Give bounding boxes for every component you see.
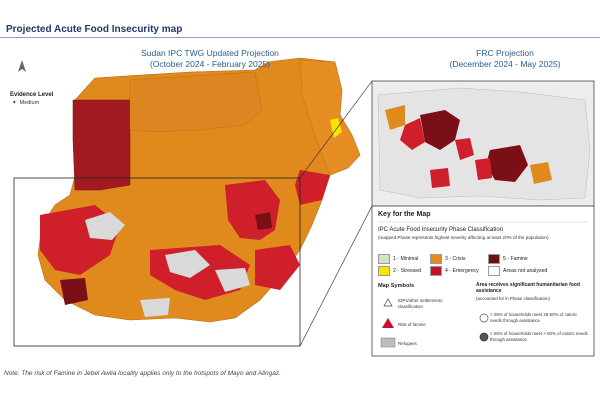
title-divider bbox=[0, 37, 600, 38]
key-subtitle: IPC Acute Food Insecurity Phase Classifi… bbox=[378, 227, 504, 233]
legend-phase-1: 1 - Minimal bbox=[378, 254, 418, 264]
frc-famine-north bbox=[420, 110, 460, 150]
frc-emergency-1 bbox=[400, 118, 425, 150]
legend-phase-5: 5 - Famine bbox=[488, 254, 528, 264]
sudan-emergency-kordofan bbox=[255, 245, 300, 290]
left-projection-title-line1: Sudan IPC TWG Updated Projection bbox=[141, 48, 279, 58]
legend-phase-4-swatch bbox=[430, 266, 442, 276]
sudan-not-analysed-2 bbox=[165, 250, 210, 278]
frc-emergency-4 bbox=[430, 168, 450, 188]
legend-not-analysed-swatch bbox=[488, 266, 500, 276]
assistance-subtitle: (accounted for in Phase classification) bbox=[476, 296, 550, 301]
right-projection-title: FRC Projection (December 2024 - May 2025… bbox=[420, 48, 590, 70]
sudan-not-analysed-1 bbox=[85, 212, 125, 240]
legend-phase-3-swatch bbox=[430, 254, 442, 264]
refugees-label: Refugees bbox=[398, 341, 417, 346]
assist-1-icon bbox=[479, 313, 489, 323]
sudan-not-analysed-4 bbox=[140, 298, 170, 317]
frc-emergency-3 bbox=[475, 158, 492, 180]
footnote: Note: The risk of Famine in Jebel Awlia … bbox=[4, 370, 281, 377]
sudan-map bbox=[13, 57, 361, 347]
evidence-level-item: ✦ Medium bbox=[12, 100, 39, 106]
frc-map bbox=[371, 80, 595, 207]
key-title: Key for the Map bbox=[378, 211, 431, 218]
assist-2-label: > 25% of households meet > 50% of calori… bbox=[490, 331, 588, 342]
zoom-line-bottom bbox=[299, 205, 373, 347]
sudan-red-sea-yellow bbox=[330, 118, 342, 138]
map-symbols-title: Map Symbols bbox=[378, 283, 415, 289]
legend-phase-4-label: 4 - Emergency bbox=[445, 268, 479, 274]
map-key bbox=[371, 205, 595, 357]
legend-phase-1-swatch bbox=[378, 254, 390, 264]
evidence-medium-label: Medium bbox=[19, 100, 40, 106]
legend-phase-5-label: 5 - Famine bbox=[503, 256, 528, 262]
evidence-medium-icon: ✦ bbox=[12, 100, 17, 106]
frc-famine-east bbox=[486, 145, 528, 182]
key-frame bbox=[371, 205, 595, 357]
idp-symbol-icon bbox=[383, 298, 393, 307]
assist-2-icon bbox=[479, 332, 489, 342]
left-projection-title-line2: (October 2024 - February 2025) bbox=[149, 59, 270, 69]
refugees-icon bbox=[380, 337, 396, 348]
sudan-emergency-east bbox=[295, 170, 330, 205]
frc-emergency-2 bbox=[455, 138, 474, 160]
page-title: Projected Acute Food Insecurity map bbox=[6, 24, 183, 35]
legend-phase-3-label: 3 - Crisis bbox=[445, 256, 466, 262]
legend-not-analysed-label: Areas not analysed bbox=[503, 268, 548, 274]
assist-1-label: > 25% of households meet 25-50% of calor… bbox=[490, 312, 578, 323]
famine-risk-label: Risk of famine bbox=[398, 322, 426, 327]
key-mapped-note: (mapped Phase represents highest severit… bbox=[378, 235, 549, 240]
sudan-famine-1 bbox=[60, 278, 88, 305]
legend-not-analysed: Areas not analysed bbox=[488, 266, 547, 276]
north-arrow-icon bbox=[18, 60, 26, 72]
right-projection-title-line1: FRC Projection bbox=[476, 48, 534, 58]
legend-phase-3: 3 - Crisis bbox=[430, 254, 465, 264]
frc-crisis-2 bbox=[530, 162, 552, 184]
right-projection-title-line2: (December 2024 - May 2025) bbox=[449, 59, 561, 69]
title-bar: Projected Acute Food Insecurity map bbox=[0, 0, 600, 36]
legend-phase-2-swatch bbox=[378, 266, 390, 276]
idp-label: IDPs/other settlements classification bbox=[398, 298, 443, 309]
assistance-title: Area receives significant humanitarian f… bbox=[476, 282, 580, 294]
legend-phase-2: 2 - Stressed bbox=[378, 266, 421, 276]
legend-phase-1-label: 1 - Minimal bbox=[393, 256, 419, 262]
frc-crisis-1 bbox=[385, 105, 405, 130]
zoom-line-top bbox=[299, 80, 373, 179]
evidence-level-label: Evidence Level bbox=[10, 92, 54, 98]
sudan-famine-2 bbox=[255, 212, 272, 230]
legend-phase-5-swatch bbox=[488, 254, 500, 264]
sudan-northern-state bbox=[129, 71, 263, 133]
left-projection-title: Sudan IPC TWG Updated Projection (Octobe… bbox=[100, 48, 320, 70]
sudan-north-darfur-famine bbox=[72, 99, 131, 191]
zoom-box bbox=[13, 177, 301, 347]
legend-phase-4: 4 - Emergency bbox=[430, 266, 479, 276]
legend-phase-2-label: 2 - Stressed bbox=[393, 268, 421, 274]
sudan-not-analysed-3 bbox=[215, 268, 250, 292]
sudan-red-sea bbox=[299, 59, 361, 176]
famine-risk-icon bbox=[382, 318, 394, 328]
